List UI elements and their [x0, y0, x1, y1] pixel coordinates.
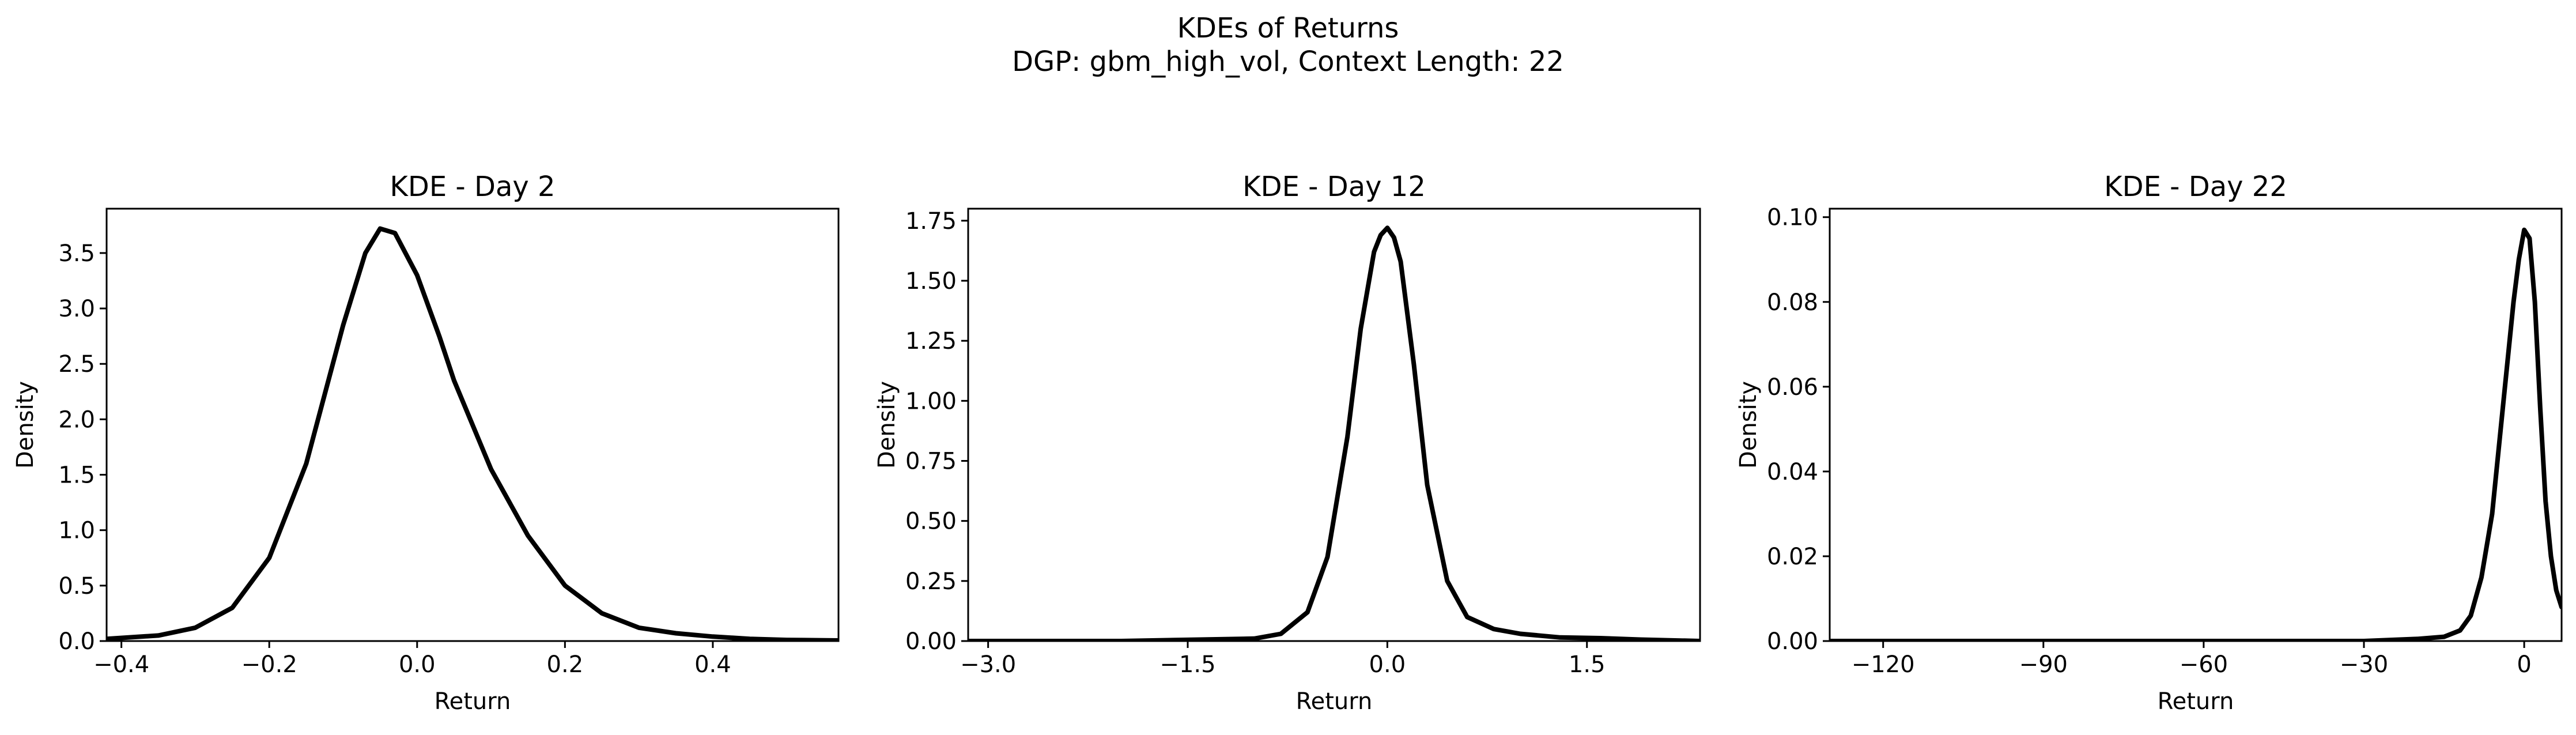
x-axis-label: Return — [2158, 688, 2234, 715]
subplot-day-2: KDE - Day 2 −0.4 −0.2 0.0 0.2 0.4 0.0 0.5 1.0 1.5… — [12, 171, 840, 715]
x-tick-label: −90 — [2019, 651, 2068, 678]
y-tick-label: 0.04 — [1767, 459, 1818, 485]
x-tick-label: 0.0 — [399, 651, 436, 678]
y-tick-label: 0.00 — [905, 628, 957, 655]
y-tick-label: 2.5 — [58, 351, 95, 378]
subplot-title: KDE - Day 2 — [390, 171, 555, 203]
y-axis-label: Density — [12, 381, 39, 469]
y-tick-label: 1.25 — [905, 328, 957, 355]
y-tick-label: 0.00 — [1767, 628, 1818, 655]
y-tick-label: 0.02 — [1767, 544, 1818, 570]
figure-title-line1: KDEs of Returns — [1177, 12, 1399, 44]
subplot-title: KDE - Day 22 — [2104, 171, 2287, 203]
axes-frame — [105, 208, 840, 642]
kde-curve — [107, 226, 838, 641]
axes-frame — [1829, 208, 2563, 642]
y-tick-label: 1.0 — [58, 518, 95, 544]
y-tick-label: 3.5 — [58, 240, 95, 267]
axes-frame — [967, 208, 1701, 642]
kde-curve — [1830, 227, 2562, 641]
figure-title-line2: DGP: gbm_high_vol, Context Length: 22 — [1012, 46, 1564, 78]
x-tick-label: −0.4 — [93, 651, 149, 678]
x-tick-label: 0.4 — [694, 651, 731, 678]
y-tick-label: 0.5 — [58, 573, 95, 600]
subplot-title: KDE - Day 12 — [1242, 171, 1426, 203]
y-axis-label: Density — [874, 381, 900, 469]
x-axis-label: Return — [1296, 688, 1373, 715]
subplot-day-12: KDE - Day 12 −3.0 −1.5 0.0 1.5 0.00 0.25 0.50 0.… — [874, 171, 1701, 715]
y-tick-label: 0.10 — [1767, 205, 1818, 231]
y-tick-label: 3.0 — [58, 296, 95, 322]
x-tick-label: −120 — [1852, 651, 1915, 678]
x-tick-label: 0.0 — [1369, 651, 1406, 678]
x-tick-label: 0.2 — [547, 651, 584, 678]
x-tick-label: −30 — [2340, 651, 2388, 678]
y-tick-label: 2.0 — [58, 406, 95, 433]
y-tick-label: 0.08 — [1767, 289, 1818, 316]
x-tick-label: −0.2 — [241, 651, 297, 678]
x-tick-label: 0 — [2517, 651, 2531, 678]
x-tick-label: −60 — [2180, 651, 2228, 678]
y-tick-label: 1.50 — [905, 268, 957, 295]
y-tick-label: 1.5 — [58, 462, 95, 489]
y-tick-label: 0.25 — [905, 568, 957, 595]
subplot-day-22: KDE - Day 22 −120 −90 −60 −30 0 0.00 0.02 0.04 0.… — [1735, 171, 2563, 715]
y-tick-label: 0.75 — [905, 448, 957, 475]
y-tick-label: 1.75 — [905, 208, 957, 235]
y-tick-label: 1.00 — [905, 388, 957, 414]
x-tick-label: 1.5 — [1569, 651, 1606, 678]
kde-curve — [968, 225, 1700, 641]
x-tick-label: −3.0 — [960, 651, 1016, 678]
y-tick-label: 0.50 — [905, 508, 957, 535]
y-axis-label: Density — [1735, 381, 1762, 469]
y-tick-label: 0.0 — [58, 628, 95, 655]
x-tick-label: −1.5 — [1159, 651, 1215, 678]
y-tick-label: 0.06 — [1767, 374, 1818, 401]
x-axis-label: Return — [435, 688, 511, 715]
